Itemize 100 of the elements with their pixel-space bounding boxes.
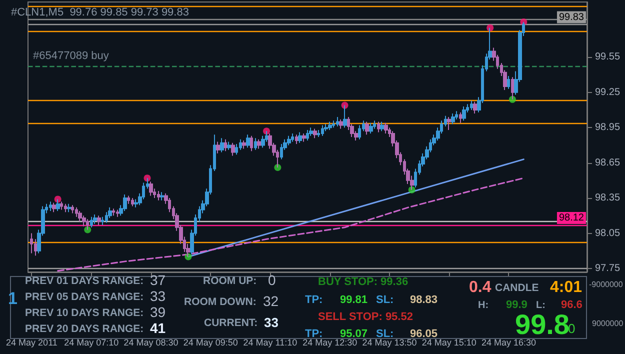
text: 33: [264, 315, 278, 330]
x-tick-label: 24 May 13:50: [362, 338, 417, 348]
text: 96.6: [561, 299, 582, 312]
text: 0.4: [469, 279, 492, 297]
text: H:: [478, 300, 489, 311]
candlestick: [459, 112, 462, 124]
text: CURRENT:: [204, 317, 258, 330]
candlestick: [108, 206, 112, 218]
candlestick: [358, 124, 361, 140]
candlestick: [112, 208, 115, 216]
candlestick: [116, 209, 119, 218]
text: 41: [150, 320, 166, 336]
candlestick: [160, 192, 164, 201]
candlestick: [309, 127, 313, 136]
candlestick: [250, 135, 253, 152]
candlestick: [321, 124, 324, 136]
x-tick-label: 24 May 11:10: [243, 338, 298, 348]
candlestick: [261, 135, 265, 148]
candlestick: [231, 142, 235, 156]
candlestick: [52, 202, 56, 213]
text: 96.05: [410, 328, 438, 340]
text: PREV 20 DAYS RANGE:: [25, 323, 144, 336]
candlestick: [377, 121, 380, 133]
text: CANDLE: [495, 282, 539, 295]
candlestick: [242, 140, 246, 150]
candlestick: [373, 120, 376, 130]
x-tick-label: 24 May 15:10: [422, 338, 476, 348]
ref-line-label: 98.12: [558, 212, 584, 224]
text: 9000000: [592, 319, 624, 329]
candlestick: [123, 194, 127, 212]
text: 32: [263, 293, 279, 310]
x-tick-label: 24 May 09:50: [183, 338, 238, 348]
candlestick: [78, 210, 82, 222]
candlestick: [384, 122, 388, 134]
candlestick: [49, 201, 52, 212]
candlestick: [298, 132, 302, 144]
text: 33: [150, 288, 166, 304]
candlestick: [220, 138, 224, 153]
candlestick: [291, 132, 294, 142]
text: 39: [150, 304, 166, 320]
candlestick: [131, 198, 134, 207]
text: 98.83: [410, 294, 438, 306]
ref-line-label: 99.83: [558, 12, 584, 23]
x-tick-label: 24 May 12:30: [302, 338, 358, 348]
candlestick: [157, 190, 160, 201]
candlestick: [470, 100, 473, 110]
candlestick: [507, 75, 510, 90]
y-tick-label: 99.55: [595, 52, 620, 63]
text: SL:: [376, 328, 394, 340]
candlestick: [280, 144, 283, 160]
candlestick: [328, 121, 332, 130]
candlestick: [317, 129, 320, 138]
candlestick: [365, 121, 369, 136]
candlestick: [287, 135, 291, 146]
point: [274, 164, 282, 172]
y-tick-label: 98.35: [595, 192, 620, 204]
candlestick: [451, 113, 455, 125]
text: PREV 10 DAYS RANGE:: [25, 307, 144, 320]
candlestick: [324, 124, 328, 132]
candlestick: [227, 141, 231, 150]
candlestick: [462, 106, 466, 122]
candlestick: [224, 138, 227, 152]
x-tick-label: 24 May 2011: [6, 338, 58, 348]
point: [144, 174, 151, 182]
y-tick-label: 97.75: [595, 262, 620, 274]
text: ROOM DOWN:: [184, 296, 256, 309]
candlestick: [71, 204, 74, 214]
text: L:: [536, 300, 546, 311]
x-tick-label: 24 May 08:30: [124, 338, 178, 348]
candlestick: [339, 118, 343, 130]
candlestick: [82, 215, 86, 227]
candlestick: [101, 216, 104, 226]
candlestick: [239, 138, 242, 150]
candlestick: [64, 203, 67, 213]
candlestick: [313, 128, 317, 139]
text: PREV 05 DAYS RANGE:: [25, 291, 144, 304]
line-series: [57, 177, 524, 272]
y-tick-label: 98.65: [595, 157, 620, 168]
candlestick: [257, 138, 261, 150]
candlestick: [336, 116, 339, 127]
y-tick-label: 98.95: [595, 122, 620, 134]
candlestick: [511, 76, 514, 100]
candlestick: [86, 218, 89, 230]
candlestick: [75, 206, 78, 218]
text: 99.81: [340, 294, 368, 306]
y-tick-label: 99.25: [595, 86, 620, 98]
candlestick: [369, 122, 373, 134]
annotation: 37: [150, 272, 166, 288]
candlestick: [332, 120, 335, 128]
text: TP:: [305, 294, 323, 306]
text: BUY STOP: 99.36: [318, 276, 408, 288]
candlestick: [447, 116, 451, 130]
text: ROOM UP:: [203, 275, 257, 288]
text: -9000000: [589, 280, 623, 290]
candlestick: [235, 144, 238, 156]
point: [84, 226, 92, 234]
candlestick: [295, 134, 298, 145]
candlestick: [149, 181, 153, 196]
text: 1: [8, 289, 18, 309]
text: 95.07: [340, 328, 368, 340]
